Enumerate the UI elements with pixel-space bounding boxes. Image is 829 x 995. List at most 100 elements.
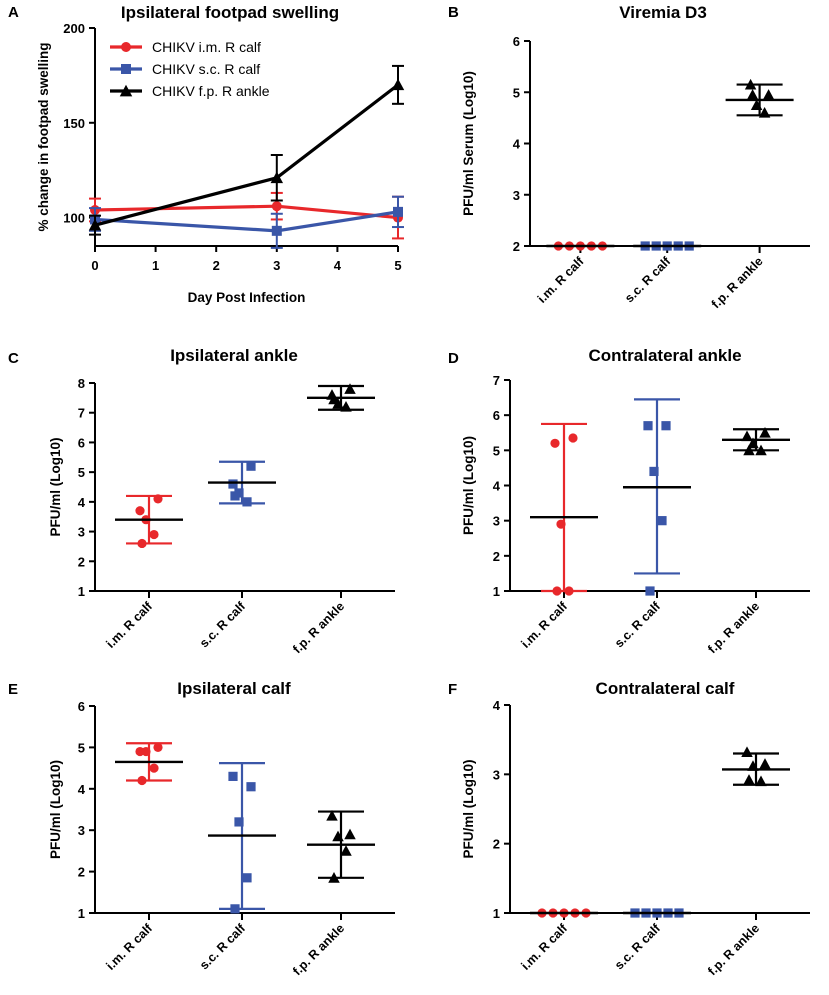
group-square (633, 241, 702, 251)
category-label: f.p. R ankle (705, 599, 762, 656)
data-point (271, 201, 282, 212)
data-point (747, 437, 759, 449)
data-point (344, 828, 356, 840)
y-tick-label: 3 (493, 514, 500, 529)
group-circle (546, 241, 615, 251)
group-square (208, 460, 276, 507)
y-tick-label: 2 (513, 239, 520, 254)
data-point (393, 206, 403, 217)
legend-item: CHIKV i.m. R calf (110, 39, 261, 55)
panel-title: Ipsilateral ankle (170, 346, 298, 365)
data-point (271, 225, 282, 236)
series-triangle (88, 64, 405, 236)
data-point (141, 746, 151, 757)
data-point (750, 99, 763, 110)
x-tick-label: 0 (91, 258, 98, 273)
group-triangle (722, 427, 790, 456)
y-axis-title: PFU/ml (Log10) (48, 437, 63, 536)
group-circle (115, 742, 183, 786)
panel-title: Viremia D3 (619, 3, 707, 22)
category-label: f.p. R ankle (709, 254, 766, 311)
data-point (643, 421, 653, 431)
group-circle (530, 908, 598, 918)
y-tick-label: 2 (493, 837, 500, 852)
y-tick-label: 4 (78, 495, 86, 510)
panel-c: C Ipsilateral ankle 1 2 3 4 5 6 7 8 PFU/ml (Log10)… (8, 346, 395, 656)
data-point (564, 586, 574, 596)
data-point (153, 742, 163, 753)
y-tick-label: 4 (493, 698, 501, 713)
panel-f: F Contralateral calf 1 2 3 4 PFU/ml (Log10) i.m… (448, 679, 810, 978)
category-label: s.c. R calf (622, 254, 674, 306)
data-point (657, 516, 667, 526)
y-tick-label: 200 (63, 21, 85, 36)
category-label: i.m. R calf (103, 599, 155, 651)
data-point (759, 758, 771, 769)
y-tick-label: 3 (78, 823, 85, 838)
category-label: f.p. R ankle (705, 921, 762, 978)
data-point (746, 89, 759, 100)
data-point (234, 817, 244, 827)
x-tick-label: 4 (334, 258, 342, 273)
y-tick-label: 3 (513, 188, 520, 203)
legend-item: CHIKV f.p. R ankle (110, 83, 270, 99)
y-axis-title: PFU/ml (Log10) (48, 760, 63, 859)
panel-title: Contralateral ankle (588, 346, 741, 365)
y-tick-label: 4 (78, 782, 86, 797)
data-point (326, 809, 338, 821)
y-tick-label: 1 (78, 906, 85, 921)
y-tick-label: 3 (78, 525, 85, 540)
series-line (94, 83, 399, 227)
y-tick-label: 6 (78, 699, 85, 714)
y-axis-title: PFU/ml Serum (Log10) (461, 71, 476, 216)
data-point (149, 763, 159, 773)
data-point (550, 438, 560, 448)
y-tick-label: 5 (493, 443, 500, 458)
data-point (246, 782, 256, 792)
data-point (344, 383, 356, 394)
data-point (88, 218, 102, 231)
x-axis-title: Day Post Infection (188, 290, 306, 305)
series-square (89, 195, 404, 249)
data-point (340, 845, 352, 856)
data-point (153, 494, 163, 504)
data-point (762, 89, 775, 100)
legend-item: CHIKV s.c. R calf (110, 61, 260, 77)
data-point (135, 506, 145, 516)
panel-letter: B (448, 4, 459, 21)
data-point (568, 433, 578, 443)
y-tick-label: 5 (513, 85, 520, 100)
y-tick-label: 2 (78, 554, 85, 569)
data-point (747, 760, 759, 771)
group-circle (115, 494, 183, 549)
legend-label: CHIKV f.p. R ankle (152, 83, 270, 99)
data-point (328, 872, 340, 883)
panel-title: Ipsilateral calf (177, 679, 291, 698)
category-label: i.m. R calf (518, 599, 570, 651)
data-point (228, 771, 238, 781)
data-point (391, 78, 405, 91)
category-label: i.m. R calf (103, 921, 155, 973)
data-point (661, 421, 671, 431)
category-label: f.p. R ankle (290, 599, 347, 656)
panel-letter: A (8, 4, 19, 21)
y-tick-label: 4 (513, 137, 521, 152)
panel-e: E Ipsilateral calf 1 2 3 4 5 6 PFU/ml (Log10) i.m… (8, 679, 395, 978)
legend-label: CHIKV s.c. R calf (152, 61, 260, 77)
data-point (556, 519, 566, 529)
group-triangle (307, 383, 375, 412)
y-tick-label: 1 (493, 584, 500, 599)
y-tick-label: 6 (493, 408, 500, 423)
data-point (332, 830, 344, 842)
category-label: s.c. R calf (197, 921, 249, 973)
x-tick-label: 3 (273, 258, 280, 273)
y-axis-title: % change in footpad swelling (36, 42, 51, 231)
panel-title: Ipsilateral footpad swelling (121, 3, 339, 22)
category-label: i.m. R calf (535, 254, 587, 306)
data-point (137, 538, 147, 549)
y-tick-label: 2 (78, 865, 85, 880)
category-label: i.m. R calf (518, 921, 570, 973)
panel-d: D Contralateral ankle 1 2 3 4 5 6 7 PFU/ml (Log10… (448, 346, 810, 656)
y-axis-title: PFU/ml (Log10) (461, 759, 476, 858)
data-point (340, 401, 352, 412)
